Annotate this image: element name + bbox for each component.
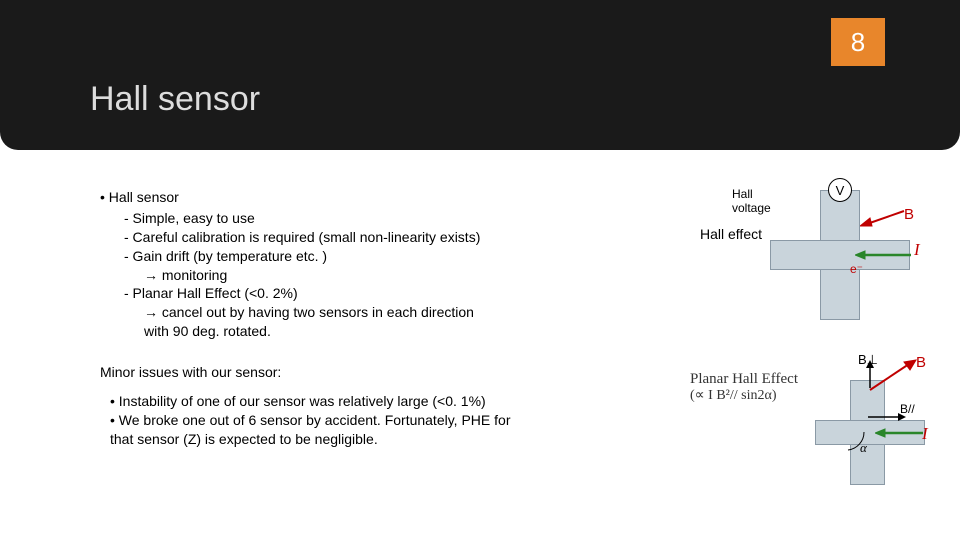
hall-effect-diagram: Hall voltage Hall effect V B I e⁻ (700, 180, 930, 330)
minor-broke: • We broke one out of 6 sensor by accide… (100, 411, 660, 430)
phe-formula-line2: (∝ I B²// sin2α) (690, 388, 798, 405)
bullet-cancel-out: → cancel out by having two sensors in ea… (100, 303, 660, 322)
i-arrow-icon-2 (875, 428, 925, 440)
bpar-arrow-icon (868, 412, 906, 422)
bullet-hall-sensor: • Hall sensor (100, 188, 660, 207)
current-label: I (914, 240, 920, 260)
bullet-90deg: with 90 deg. rotated. (100, 322, 660, 341)
title-banner (0, 0, 960, 150)
phe-formula: Planar Hall Effect (∝ I B²// sin2α) (690, 370, 798, 405)
alpha-arc-icon (840, 426, 870, 456)
voltmeter-icon: V (828, 178, 852, 202)
v-letter: V (836, 183, 845, 198)
bullet-gain-drift: - Gain drift (by temperature etc. ) (100, 247, 660, 266)
b-arrow-icon (860, 208, 905, 228)
i-arrow-icon (855, 250, 913, 262)
electron-label: e⁻ (850, 262, 863, 276)
minor-broke-cont: that sensor (Z) is expected to be neglig… (100, 430, 660, 449)
slide-title: Hall sensor (90, 80, 260, 119)
page-number: 8 (851, 27, 865, 58)
bullet-calibration: - Careful calibration is required (small… (100, 228, 660, 247)
minor-instability: • Instability of one of our sensor was r… (100, 392, 660, 411)
hall-effect-label: Hall effect (700, 226, 762, 242)
phe-formula-line1: Planar Hall Effect (690, 370, 798, 388)
bullet-simple: - Simple, easy to use (100, 209, 660, 228)
page-number-badge: 8 (831, 18, 885, 66)
b-diag-arrow-icon (868, 358, 918, 393)
b-field-label: B (904, 206, 914, 223)
planar-hall-effect-diagram: Planar Hall Effect (∝ I B²// sin2α) B⊥ B… (700, 340, 930, 510)
hall-voltage-label: Hall voltage (732, 188, 771, 216)
minor-issues-header: Minor issues with our sensor: (100, 363, 660, 382)
bullet-phe: - Planar Hall Effect (<0. 2%) (100, 284, 660, 303)
bullet-monitoring: → monitoring (100, 266, 660, 285)
body-content: • Hall sensor - Simple, easy to use - Ca… (100, 188, 660, 449)
